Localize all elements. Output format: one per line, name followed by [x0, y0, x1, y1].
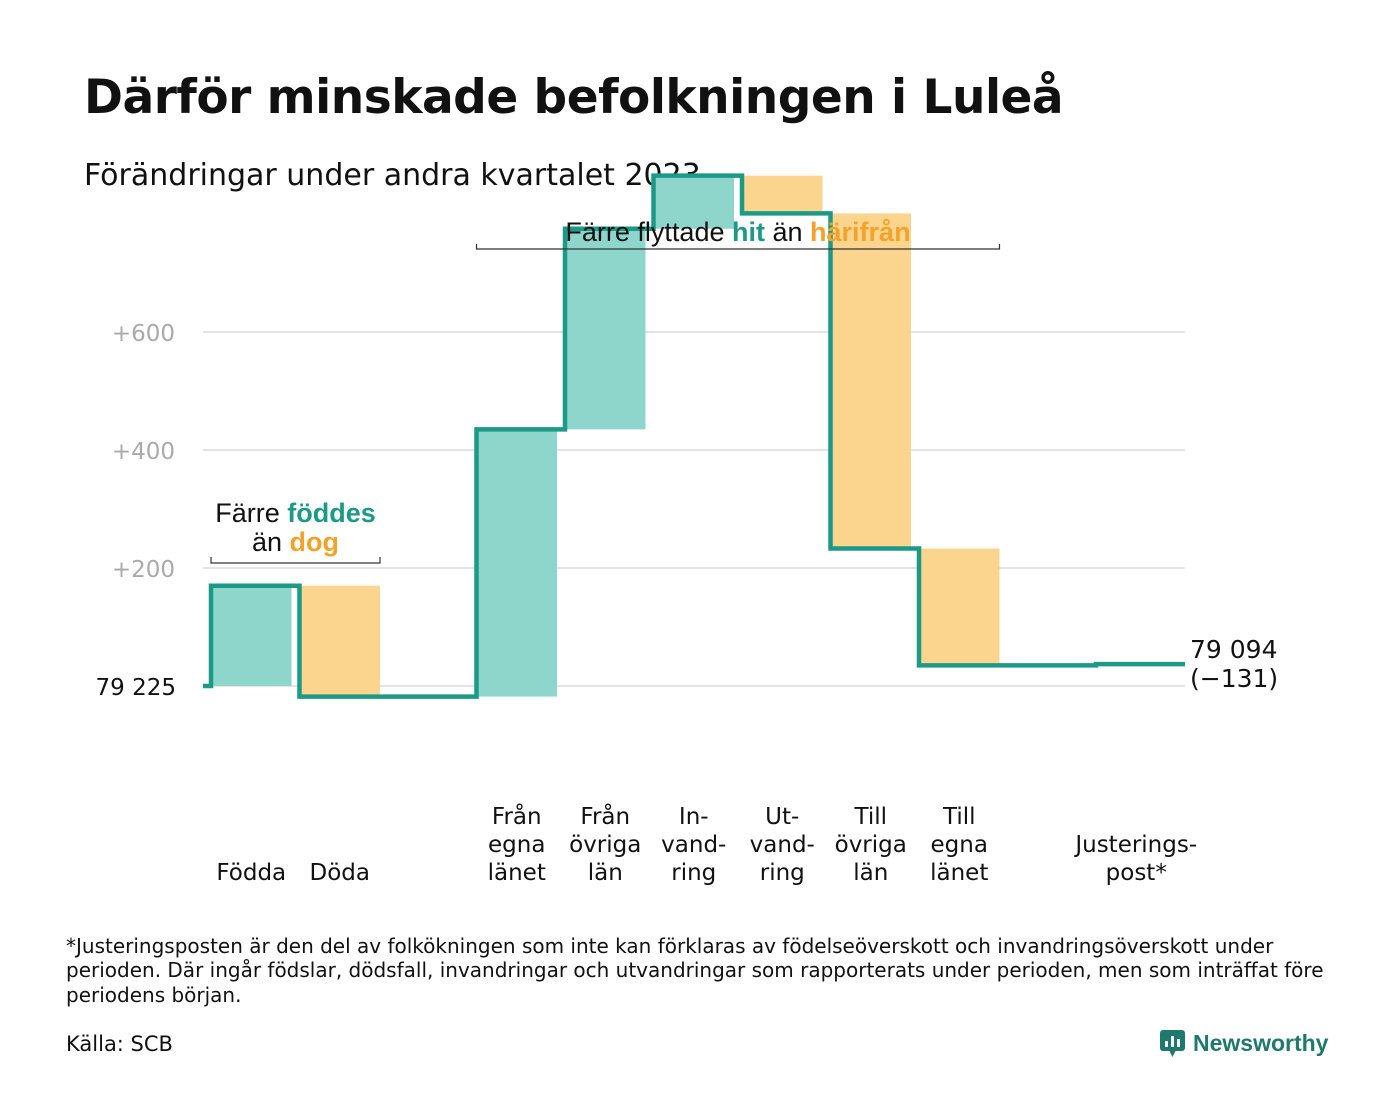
y-tick-label: +600 [112, 321, 175, 347]
bar-outflow [742, 175, 823, 214]
bar-inflow [211, 585, 292, 686]
bar-inflow [476, 429, 557, 697]
brand-name: Newsworthy [1193, 1029, 1329, 1056]
migration-annotation-highlight: härifrån [810, 217, 911, 247]
natural-annotation-highlight: dog [290, 527, 339, 557]
natural-annotation-line2: än dog [252, 527, 339, 557]
category-label: Döda [310, 860, 370, 886]
category-label: Justerings- [1073, 832, 1197, 858]
chart-subtitle: Förändringar under andra kvartalet 2023 [84, 158, 701, 193]
y-tick-label: +400 [112, 439, 175, 465]
brand-logo: Newsworthy [1160, 1026, 1328, 1060]
category-label: övriga [835, 832, 907, 858]
migration-annotation-text: Färre flyttade [565, 217, 732, 247]
category-label: länet [488, 860, 546, 886]
category-label: ring [671, 860, 716, 886]
bar-outflow [299, 585, 380, 697]
migration-annotation-text: än [765, 217, 810, 247]
category-label: övriga [569, 832, 641, 858]
bar-outflow [830, 213, 911, 549]
source-note: Källa: SCB [66, 1032, 173, 1056]
end-value-label: 79 094 [1190, 635, 1277, 664]
chart-title: Därför minskade befolkningen i Luleå [84, 70, 1064, 125]
end-change-label: (−131) [1190, 664, 1278, 693]
category-label: In- [679, 804, 709, 830]
natural-annotation-text: än [252, 527, 290, 557]
natural-annotation-text: Färre [215, 498, 287, 528]
bar-inflow [565, 228, 646, 430]
category-label: länet [930, 860, 988, 886]
category-label: vand- [661, 832, 726, 858]
natural-bracket [210, 557, 381, 564]
category-label: Från [492, 802, 542, 830]
natural-annotation-line1: Färre föddes [215, 498, 376, 528]
category-label: egna [931, 832, 988, 858]
category-label: post* [1106, 860, 1167, 886]
migration-bracket [475, 244, 1001, 250]
category-label: län [588, 860, 623, 886]
category-label: Ut- [765, 804, 799, 830]
bar-outflow [919, 548, 1000, 666]
category-label: Från [580, 802, 630, 830]
natural-annotation-highlight: föddes [287, 498, 376, 528]
category-label: Till [942, 804, 976, 830]
cumulative-step-line [203, 173, 1185, 699]
bar-inflow [653, 175, 734, 229]
y-tick-label: +200 [112, 557, 175, 583]
category-label: Födda [216, 860, 286, 886]
migration-annotation: Färre flyttade hit än härifrån [565, 217, 910, 247]
category-label: län [853, 860, 888, 886]
footnote: *Justeringsposten är den del av folkökni… [66, 934, 1324, 1007]
category-label: ring [760, 860, 805, 886]
category-label: vand- [750, 832, 815, 858]
category-label: egna [488, 832, 545, 858]
category-label: Till [853, 804, 887, 830]
bar-chart-speech-bubble-icon [1160, 1029, 1185, 1057]
migration-annotation-highlight: hit [732, 217, 765, 247]
start-value-label: 79 225 [96, 675, 176, 701]
